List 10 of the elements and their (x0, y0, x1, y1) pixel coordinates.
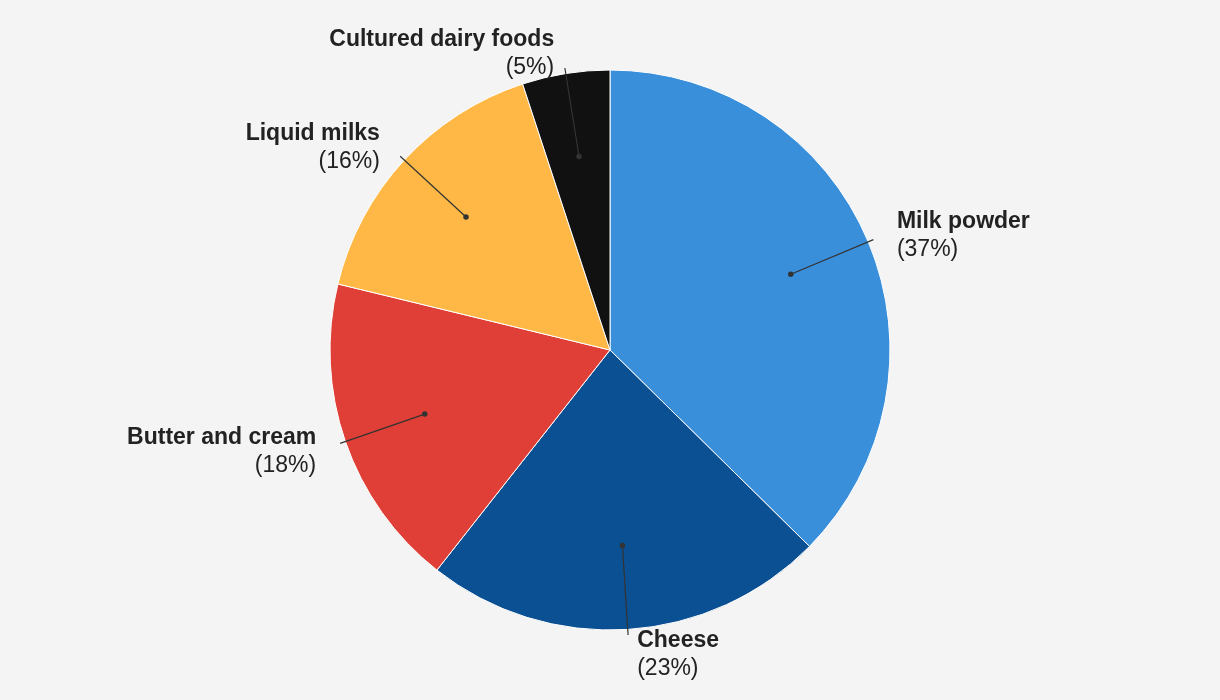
data-label: (5%) (505, 53, 555, 80)
data-label: (23%) (637, 653, 699, 680)
slice-label: Milk powder (896, 207, 1030, 234)
slice-label: Cultured dairy foods (329, 25, 555, 52)
slice-label: Butter and cream (127, 422, 317, 449)
slice-label: Liquid milks (245, 118, 380, 145)
data-label: (18%) (254, 450, 317, 477)
data-label: (37%) (896, 235, 959, 262)
data-label: (16%) (318, 146, 380, 173)
slice-label: Cheese (637, 625, 720, 652)
